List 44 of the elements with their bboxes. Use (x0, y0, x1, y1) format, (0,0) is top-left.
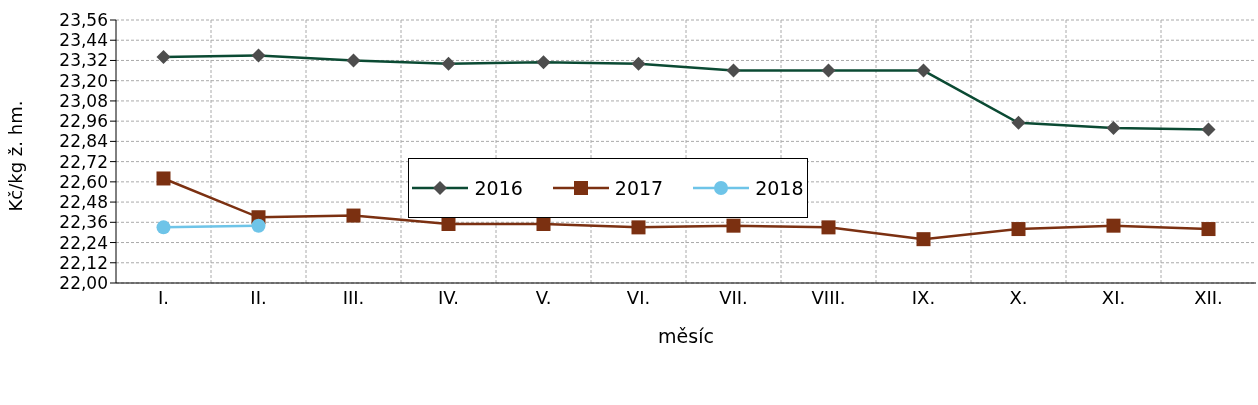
legend-label: 2018 (755, 177, 804, 199)
x-tick-label: X. (1009, 286, 1028, 308)
legend-label: 2017 (614, 177, 664, 199)
point (156, 220, 171, 235)
legend-label: 2016 (474, 177, 523, 199)
y-axis-title: Kč/kg ž. hm. (5, 100, 27, 212)
x-tick-label: IV. (437, 286, 460, 308)
x-tick-label: III. (342, 286, 365, 308)
x-tick-label: VIII. (811, 286, 846, 308)
y-tick-label: 22,48 (59, 192, 108, 213)
point (441, 216, 456, 231)
point (1106, 218, 1121, 233)
point (916, 232, 931, 247)
y-tick-label: 23,44 (59, 30, 108, 51)
x-tick-label: VI. (626, 286, 651, 308)
y-tick-label: 22,60 (59, 171, 108, 192)
y-tick-label: 22,96 (59, 111, 108, 132)
x-tick-label: V. (535, 286, 552, 308)
x-tick-label: XI. (1101, 286, 1126, 308)
point (821, 220, 836, 235)
y-tick-label: 22,84 (59, 131, 108, 152)
y-tick-label: 23,08 (59, 90, 108, 111)
y-tick-label: 22,24 (59, 232, 108, 253)
x-tick-label: XII. (1194, 286, 1223, 308)
x-tick-label: VII. (719, 286, 748, 308)
point (251, 218, 266, 233)
point (156, 171, 171, 186)
y-tick-label: 23,32 (59, 50, 108, 71)
y-tick-label: 22,00 (59, 273, 108, 294)
point (631, 220, 646, 235)
y-tick-label: 23,20 (59, 70, 108, 91)
point (1011, 222, 1026, 237)
y-tick-label: 23,56 (59, 10, 108, 31)
point (1201, 222, 1216, 237)
x-tick-label: II. (250, 286, 267, 308)
y-tick-label: 22,36 (59, 212, 108, 233)
y-tick-label: 22,12 (59, 252, 108, 273)
x-tick-label: I. (157, 286, 170, 308)
point (536, 216, 551, 231)
x-tick-label: IX. (911, 286, 936, 308)
point (726, 218, 741, 233)
point (346, 208, 361, 223)
x-axis-title: měsíc (658, 325, 714, 347)
y-tick-label: 22,72 (59, 151, 108, 172)
